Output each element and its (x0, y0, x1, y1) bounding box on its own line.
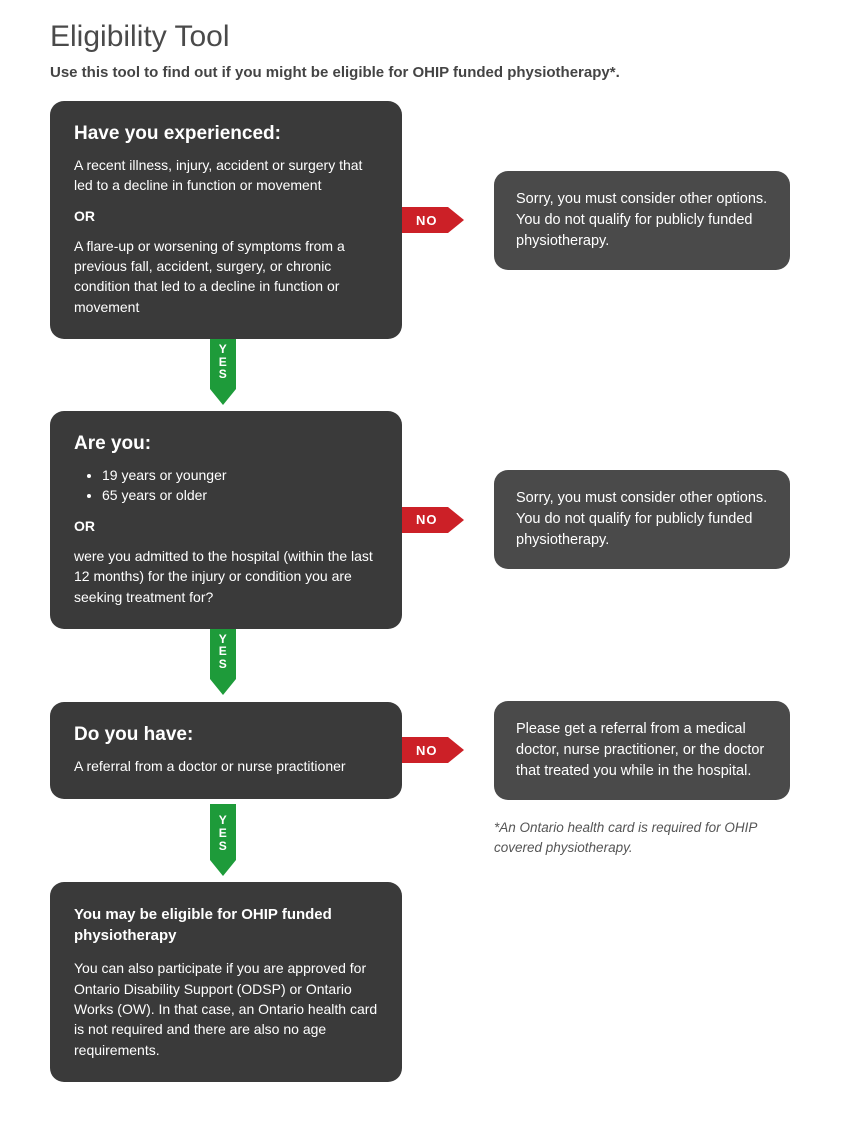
question-3-text-a: A referral from a doctor or nurse practi… (74, 756, 378, 776)
question-2-text-b: were you admitted to the hospital (withi… (74, 546, 378, 607)
yes-label: YES (210, 333, 236, 389)
answer-3-box: Please get a referral from a medical doc… (494, 701, 790, 800)
step-3-row: Do you have: A referral from a doctor or… (50, 701, 794, 800)
question-1-box: Have you experienced: A recent illness, … (50, 101, 402, 339)
no-label: NO (402, 207, 448, 233)
question-1-text-b: A flare-up or worsening of symptoms from… (74, 236, 378, 317)
result-box: You may be eligible for OHIP funded phys… (50, 882, 402, 1081)
result-text: You can also participate if you are appr… (74, 958, 378, 1059)
no-label: NO (402, 507, 448, 533)
page-title: Eligibility Tool (50, 20, 794, 54)
answer-1-box: Sorry, you must consider other options. … (494, 171, 790, 270)
yes-label: YES (210, 804, 236, 860)
or-label: OR (74, 206, 378, 226)
yes-label: YES (210, 623, 236, 679)
no-arrow-3: NO (402, 737, 464, 763)
question-2-box: Are you: 19 years or younger 65 years or… (50, 411, 402, 629)
question-2-bullet-b: 65 years or older (102, 485, 378, 505)
arrow-tip-icon (448, 507, 464, 533)
page-subtitle: Use this tool to find out if you might b… (50, 64, 794, 81)
step-2-row: Are you: 19 years or younger 65 years or… (50, 411, 794, 629)
arrow-tip-icon (210, 860, 236, 876)
question-2-heading: Are you: (74, 433, 378, 455)
yes-arrow-2: YES (210, 623, 236, 707)
yes-arrow-1-wrap: YES (50, 339, 794, 411)
step-1-row: Have you experienced: A recent illness, … (50, 101, 794, 339)
question-3-heading: Do you have: (74, 724, 378, 746)
yes-arrow-2-wrap: YES (50, 629, 794, 701)
or-label: OR (74, 516, 378, 536)
question-1-heading: Have you experienced: (74, 123, 378, 145)
yes-arrow-1: YES (210, 333, 236, 417)
question-2-bullet-a: 19 years or younger (102, 465, 378, 485)
arrow-tip-icon (210, 679, 236, 695)
no-label: NO (402, 737, 448, 763)
question-1-text-a: A recent illness, injury, accident or su… (74, 155, 378, 196)
question-2-list: 19 years or younger 65 years or older (74, 465, 378, 506)
arrow-tip-icon (448, 207, 464, 233)
no-arrow-1: NO (402, 207, 464, 233)
question-3-box: Do you have: A referral from a doctor or… (50, 702, 402, 798)
result-heading: You may be eligible for OHIP funded phys… (74, 904, 378, 946)
answer-2-box: Sorry, you must consider other options. … (494, 470, 790, 569)
arrow-tip-icon (448, 737, 464, 763)
no-arrow-2: NO (402, 507, 464, 533)
yes-arrow-3-wrap: YES (50, 810, 794, 882)
arrow-tip-icon (210, 389, 236, 405)
yes-arrow-3: YES (210, 804, 236, 888)
